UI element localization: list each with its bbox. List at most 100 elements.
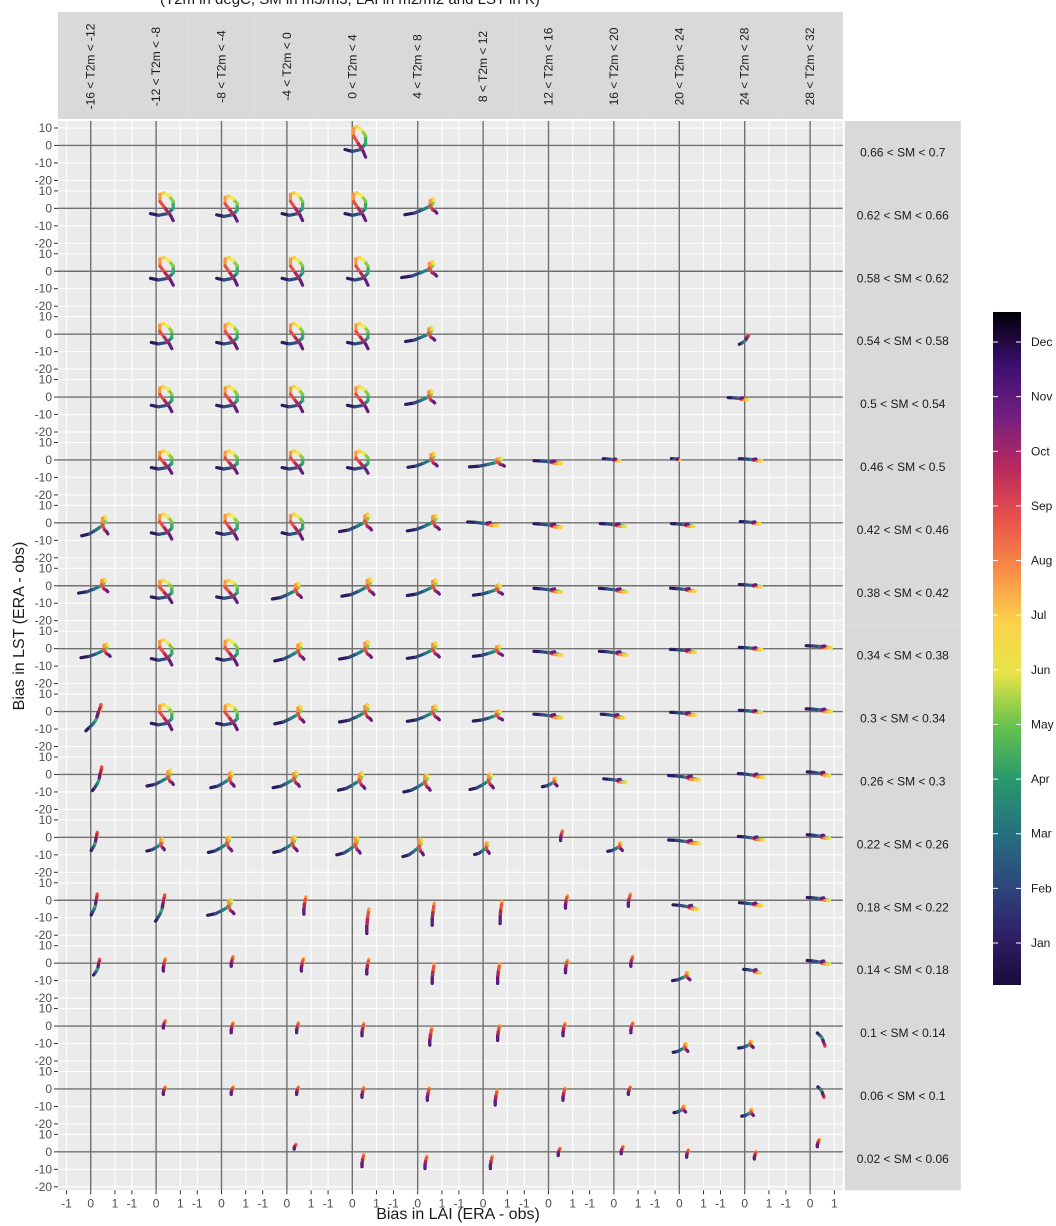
x-tick-label: -1 — [61, 1196, 72, 1210]
row-strip — [844, 435, 961, 499]
trajectory-segment — [298, 467, 305, 475]
trajectory-segment — [93, 899, 98, 906]
trajectory-segment — [550, 587, 557, 591]
column-strip — [646, 12, 712, 119]
row-strip-label: 0.22 < SM < 0.26 — [857, 837, 949, 851]
y-tick-label: 0 — [45, 516, 52, 530]
x-tick-label: 0 — [741, 1196, 748, 1210]
trajectory-segment — [368, 716, 373, 722]
trajectory-2-2 — [215, 255, 239, 287]
column-strip — [123, 12, 189, 119]
trajectory-10-7 — [540, 776, 559, 789]
trajectory-segment — [400, 274, 414, 280]
facet-strips: -16 < T2m < -12 -12 < T2m < -8 -8 < T2m < … — [58, 12, 961, 1191]
y-tick-label: 0 — [45, 138, 52, 152]
trajectory-segment — [550, 712, 557, 717]
trajectory-segment — [487, 850, 491, 855]
trajectory-6-5 — [405, 513, 441, 533]
trajectory-6-2 — [215, 512, 239, 541]
trajectory-2-4 — [345, 255, 370, 287]
x-tick-label: -1 — [388, 1196, 399, 1210]
trajectory-segment — [298, 278, 305, 287]
y-tick-label: 10 — [39, 498, 53, 512]
row-strip-label: 0.42 < SM < 0.46 — [857, 523, 949, 537]
row-strip-label: 0.34 < SM < 0.38 — [857, 649, 949, 663]
colorbar-label: Feb — [1031, 881, 1052, 895]
trajectory-segment — [499, 652, 505, 657]
trajectory-14-5 — [428, 1026, 434, 1047]
y-tick-label: 0 — [45, 893, 52, 907]
x-tick-label: 1 — [242, 1196, 249, 1210]
y-tick-label: 0 — [45, 579, 52, 593]
trajectory-14-3 — [295, 1021, 301, 1035]
trajectory-5-1 — [149, 449, 174, 475]
x-tick-label: -1 — [715, 1196, 726, 1210]
y-tick-label: 10 — [39, 184, 53, 198]
trajectory-segment — [162, 846, 166, 852]
trajectory-7-2 — [215, 578, 239, 605]
trajectory-segment — [753, 772, 759, 777]
trajectory-segment — [229, 847, 234, 853]
x-tick-label: -1 — [584, 1196, 595, 1210]
trajectory-7-4 — [340, 577, 376, 598]
row-strip — [844, 1064, 961, 1128]
trajectory-12-9 — [671, 903, 700, 912]
y-tick-label: -20 — [35, 677, 53, 691]
trajectory-10-4 — [336, 771, 367, 792]
y-tick-label: -10 — [35, 345, 53, 359]
y-tick-label: -10 — [35, 596, 53, 610]
row-strip — [844, 121, 961, 184]
trajectory-9-6 — [471, 708, 505, 723]
y-tick-label: -20 — [35, 928, 53, 942]
trajectory-7-6 — [471, 583, 505, 597]
y-tick-label: 10 — [39, 624, 53, 638]
trajectory-16-9 — [684, 1148, 691, 1159]
trajectory-7-5 — [405, 578, 441, 598]
trajectory-14-7 — [561, 1021, 567, 1038]
trajectory-15-9 — [672, 1104, 688, 1115]
trajectory-8-8 — [597, 649, 629, 657]
y-tick-label: -20 — [35, 173, 53, 187]
trajectory-8-6 — [471, 644, 505, 658]
y-tick-label: -20 — [35, 1054, 53, 1068]
trajectory-segment — [431, 400, 437, 405]
trajectory-3-5 — [404, 325, 437, 344]
trajectory-segment — [362, 785, 367, 791]
trajectory-9-7 — [532, 712, 564, 720]
trajectory-14-10 — [736, 1039, 755, 1050]
trajectory-14-9 — [671, 1041, 690, 1054]
trajectory-5-7 — [532, 459, 564, 466]
trajectory-8-0 — [79, 642, 112, 660]
y-tick-label: 0 — [45, 705, 52, 719]
trajectory-3-3 — [280, 321, 305, 351]
trajectory-5-4 — [345, 449, 370, 475]
x-axis-label: Bias in LAI (ERA - obs) — [376, 1206, 540, 1223]
y-tick-label: 0 — [45, 201, 52, 215]
trajectory-segment — [744, 336, 749, 341]
x-tick-label: 1 — [112, 1196, 119, 1210]
trajectory-segment — [364, 342, 370, 351]
trajectory-segment — [298, 405, 305, 414]
colorbar-legend: Jan Feb Mar Apr May Jun Jul Aug Sep Oct Nov Dec — [993, 312, 1054, 985]
colorbar-label: May — [1031, 717, 1054, 731]
trajectory-12-11 — [805, 895, 832, 903]
trajectory-12-5 — [430, 901, 436, 927]
trajectory-8-4 — [337, 640, 373, 661]
trajectory-6-4 — [337, 512, 373, 534]
trajectory-7-3 — [270, 581, 303, 601]
trajectory-segment — [96, 962, 101, 969]
trajectory-segment — [167, 596, 174, 605]
trajectory-13-3 — [299, 957, 305, 973]
x-tick-label: 1 — [308, 1196, 315, 1210]
x-tick-label: -1 — [650, 1196, 661, 1210]
trajectory-segment — [95, 711, 100, 719]
y-tick-label: 0 — [45, 1019, 52, 1033]
trajectory-13-6 — [496, 962, 502, 986]
x-tick-label: 0 — [545, 1196, 552, 1210]
trajectory-segment — [687, 977, 692, 982]
trajectory-segment — [231, 782, 236, 788]
y-tick-label: -10 — [35, 974, 53, 988]
trajectory-segment — [301, 655, 306, 661]
trajectory-segment — [820, 1090, 825, 1096]
trajectory-1-5 — [403, 197, 439, 217]
